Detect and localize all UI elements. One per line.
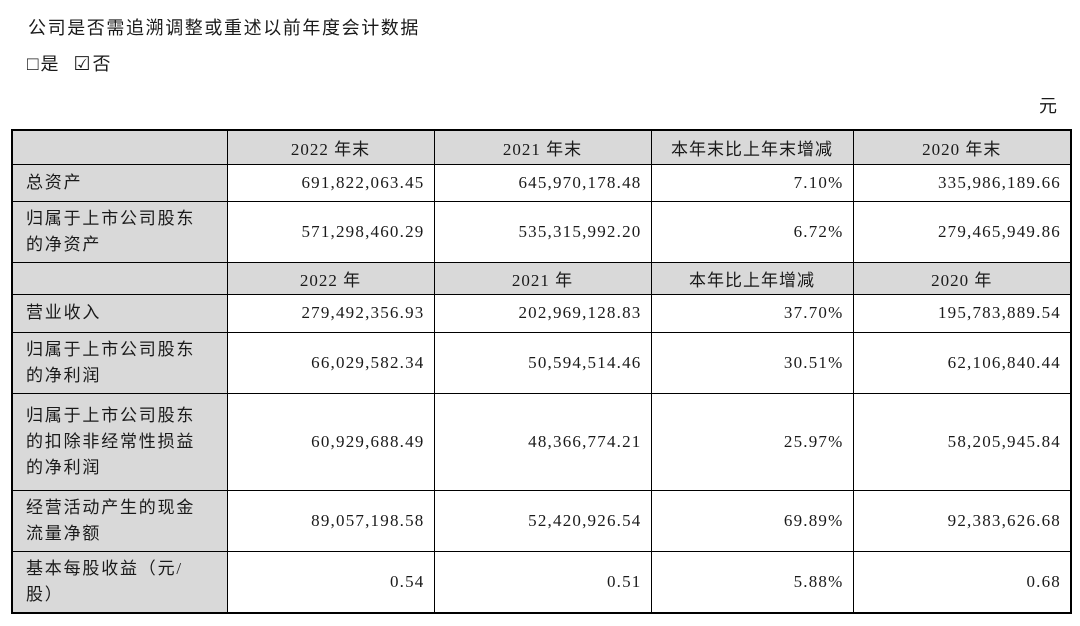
header-cell-2021-end: 2021 年末: [433, 129, 652, 165]
cell-2022-value: 89,057,198.58: [226, 489, 435, 552]
restatement-question-text: 公司是否需追溯调整或重述以前年度会计数据: [28, 18, 420, 38]
financial-summary-table: 2022 年末 2021 年末 本年末比上年末增减 2020 年末 总资产 69…: [11, 129, 1072, 614]
table-row-operating-cash-flow: 经营活动产生的现金 流量净额 89,057,198.58 52,420,926.…: [11, 489, 1072, 552]
cell-2021-value: 535,315,992.20: [433, 200, 652, 263]
cell-change-value: 7.10%: [650, 163, 854, 202]
cell-change-value: 25.97%: [650, 392, 854, 491]
row-label: 经营活动产生的现金 流量净额: [11, 489, 228, 552]
cell-2020-value: 62,106,840.44: [852, 331, 1072, 394]
cell-change-value: 37.70%: [650, 293, 854, 333]
cell-2021-value: 202,969,128.83: [433, 293, 652, 333]
cell-2020-value: 195,783,889.54: [852, 293, 1072, 333]
cell-2021-value: 52,420,926.54: [433, 489, 652, 552]
row-label: 归属于上市公司股东 的扣除非经常性损益 的净利润: [11, 392, 228, 491]
cell-2021-value: 48,366,774.21: [433, 392, 652, 491]
cell-change-value: 69.89%: [650, 489, 854, 552]
row-label: 总资产: [11, 163, 228, 202]
table-row-net-profit-excl-nonrecurring: 归属于上市公司股东 的扣除非经常性损益 的净利润 60,929,688.49 4…: [11, 392, 1072, 491]
row-label: 营业收入: [11, 293, 228, 333]
checkbox-unchecked-icon: □: [27, 54, 40, 75]
cell-2020-value: 0.68: [852, 550, 1072, 614]
table-row-total-assets: 总资产 691,822,063.45 645,970,178.48 7.10% …: [11, 163, 1072, 202]
row-label: 基本每股收益（元/ 股）: [11, 550, 228, 614]
cell-2021-value: 645,970,178.48: [433, 163, 652, 202]
cell-2020-value: 279,465,949.86: [852, 200, 1072, 263]
table-row-basic-eps: 基本每股收益（元/ 股） 0.54 0.51 5.88% 0.68: [11, 550, 1072, 614]
cell-change-value: 5.88%: [650, 550, 854, 614]
cell-2021-value: 0.51: [433, 550, 652, 614]
option-yes-label: 是: [40, 54, 60, 74]
header-cell-2022: 2022 年: [226, 261, 435, 295]
header-cell-2020: 2020 年: [852, 261, 1072, 295]
cell-2022-value: 60,929,688.49: [226, 392, 435, 491]
cell-change-value: 30.51%: [650, 331, 854, 394]
cell-2020-value: 92,383,626.68: [852, 489, 1072, 552]
currency-unit-label: 元: [1039, 96, 1057, 116]
cell-2022-value: 279,492,356.93: [226, 293, 435, 333]
restatement-options: □是 ☑否: [27, 50, 126, 76]
header-row-year-end: 2022 年末 2021 年末 本年末比上年末增减 2020 年末: [11, 129, 1072, 165]
row-label: 归属于上市公司股东 的净利润: [11, 331, 228, 394]
checkbox-checked-icon: ☑: [73, 54, 92, 75]
header-cell-blank: [11, 261, 228, 295]
header-cell-2021: 2021 年: [433, 261, 652, 295]
cell-2022-value: 691,822,063.45: [226, 163, 435, 202]
table-row-operating-revenue: 营业收入 279,492,356.93 202,969,128.83 37.70…: [11, 293, 1072, 333]
option-no: ☑否: [73, 54, 112, 75]
header-row-fiscal-year: 2022 年 2021 年 本年比上年增减 2020 年: [11, 261, 1072, 295]
header-cell-yoy-end-change: 本年末比上年末增减: [650, 129, 854, 165]
cell-2022-value: 0.54: [226, 550, 435, 614]
header-cell-blank: [11, 129, 228, 165]
table-row-net-assets: 归属于上市公司股东 的净资产 571,298,460.29 535,315,99…: [11, 200, 1072, 263]
cell-2021-value: 50,594,514.46: [433, 331, 652, 394]
cell-change-value: 6.72%: [650, 200, 854, 263]
cell-2022-value: 66,029,582.34: [226, 331, 435, 394]
cell-2020-value: 335,986,189.66: [852, 163, 1072, 202]
option-no-label: 否: [92, 54, 112, 74]
option-yes: □是: [27, 54, 60, 75]
header-cell-2022-end: 2022 年末: [226, 129, 435, 165]
cell-2022-value: 571,298,460.29: [226, 200, 435, 263]
header-cell-2020-end: 2020 年末: [852, 129, 1072, 165]
header-cell-yoy-change: 本年比上年增减: [650, 261, 854, 295]
row-label: 归属于上市公司股东 的净资产: [11, 200, 228, 263]
cell-2020-value: 58,205,945.84: [852, 392, 1072, 491]
table-row-net-profit: 归属于上市公司股东 的净利润 66,029,582.34 50,594,514.…: [11, 331, 1072, 394]
